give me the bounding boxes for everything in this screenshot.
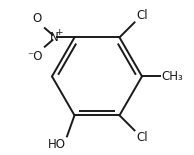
Text: ⁻O: ⁻O — [27, 50, 42, 63]
Text: CH₃: CH₃ — [161, 70, 183, 83]
Text: HO: HO — [48, 138, 66, 151]
Text: O: O — [33, 12, 42, 25]
Text: Cl: Cl — [137, 9, 148, 22]
Text: N: N — [50, 31, 59, 44]
Text: Cl: Cl — [137, 131, 148, 144]
Text: +: + — [55, 28, 62, 37]
